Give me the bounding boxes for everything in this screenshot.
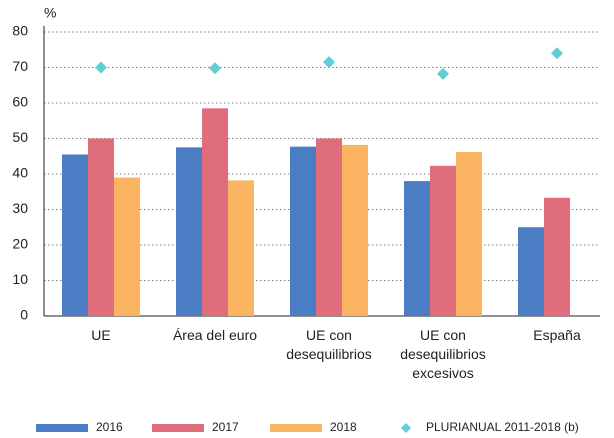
bar [202,108,228,316]
bar [342,144,368,316]
x-tick-label-line: UE [91,327,110,343]
diamond-marker [551,47,563,60]
bar [404,181,430,316]
x-tick-label: Área del euro [173,327,257,343]
x-tick-label-line: UE con [306,327,352,343]
diamond-marker [323,56,335,69]
bar [176,147,202,316]
diamond-marker [437,67,449,80]
x-tick-label: UE con desequilibrios excesivos [400,327,486,381]
x-tick-label: UE [91,327,110,343]
x-tick-label-line: España [533,327,581,343]
x-tick-label-line: Área del euro [173,327,257,343]
x-tick-label-line: desequilibrios [400,346,486,362]
bar [544,197,570,316]
bar [62,154,88,316]
y-tick-label: 40 [12,165,28,181]
legend-label: PLURIANUAL 2011-2018 (b) [426,420,579,434]
bar [430,165,456,316]
y-tick-label: 50 [12,129,28,145]
y-tick-label: 80 [12,23,28,39]
bar [114,177,140,316]
bar [456,151,482,316]
legend-swatch [36,424,88,432]
x-tick-label: España [533,327,581,343]
legend-swatch [270,424,322,432]
diamond-marker [95,61,107,74]
x-tick-label-line: desequilibrios [286,346,372,362]
bar [518,227,544,316]
y-tick-label: 70 [12,58,28,74]
bar [88,138,114,316]
legend-marker [401,423,411,433]
y-tick-label: 30 [12,200,28,216]
y-tick-label: 20 [12,236,28,252]
y-tick-label: 0 [20,307,28,323]
bar [228,180,254,316]
bar [316,138,342,316]
bar [290,146,316,316]
x-tick-label: UE con desequilibrios [286,327,372,362]
y-axis-label: % [44,5,56,21]
y-tick-label: 10 [12,271,28,287]
legend-label: 2018 [330,420,357,434]
x-tick-label-line: UE con [420,327,466,343]
legend-label: 2017 [212,420,239,434]
y-tick-label: 60 [12,94,28,110]
legend-label: 2016 [96,420,123,434]
diamond-marker [209,62,221,75]
x-tick-label-line: excesivos [412,365,473,381]
legend-swatch [152,424,204,432]
